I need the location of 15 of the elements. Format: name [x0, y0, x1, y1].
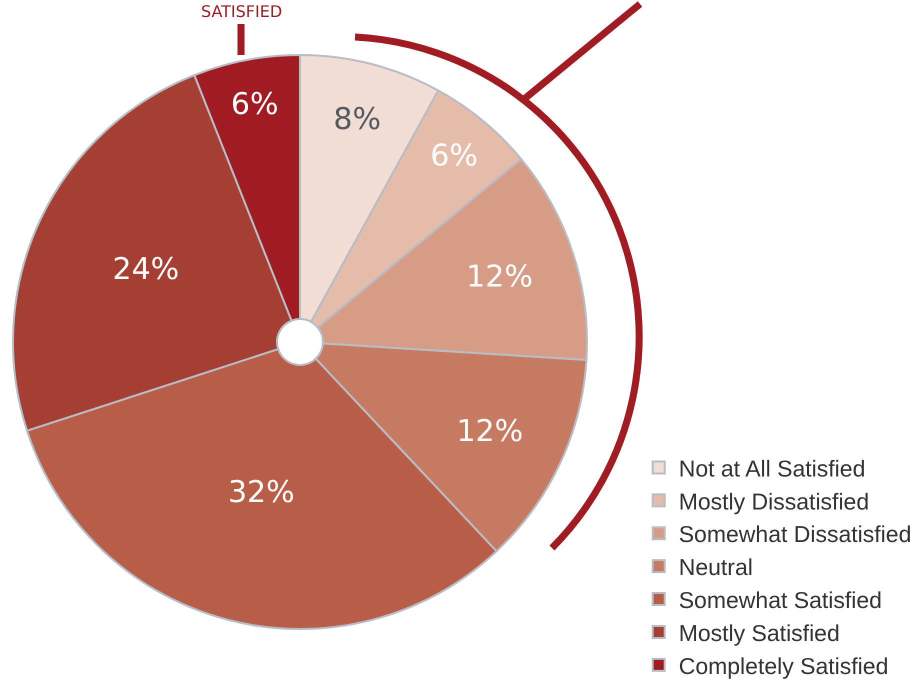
- legend-label: Not at All Satisfied: [678, 455, 866, 482]
- legend-label: Mostly Satisfied: [678, 620, 840, 646]
- text: SATISFIED: [201, 2, 282, 21]
- data-label: 6%: [230, 87, 279, 122]
- data-label: 6%: [430, 138, 478, 174]
- data-label: 24%: [112, 252, 180, 287]
- legend-label: Mostly Dissatisfied: [678, 488, 870, 514]
- data-label: 12%: [466, 260, 533, 295]
- data-label: 8%: [333, 102, 381, 137]
- data-label: 12%: [456, 414, 524, 449]
- legend-label: Somewhat Dissatisfied: [678, 521, 912, 548]
- data-label: 32%: [228, 475, 295, 510]
- legend-label: Neutral: [678, 554, 753, 580]
- legend-label: Completely Satisfied: [678, 652, 888, 679]
- legend-label: Somewhat Satisfied: [678, 587, 882, 614]
